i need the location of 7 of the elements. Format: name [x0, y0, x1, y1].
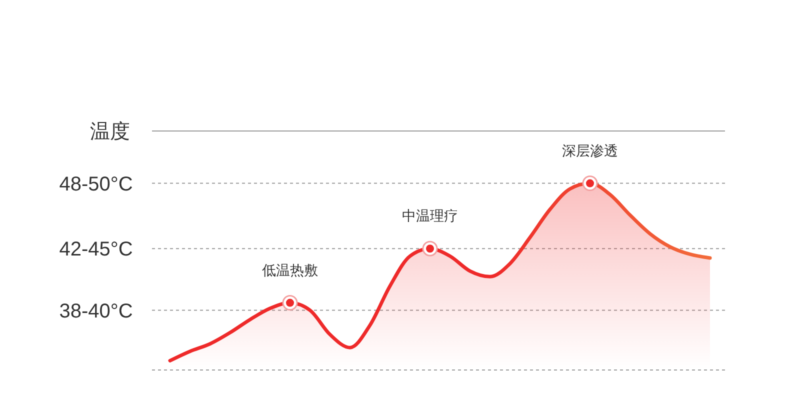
- ref-line-label: 38-40°C: [59, 300, 133, 322]
- y-axis-title: 温度: [90, 121, 130, 143]
- ref-line-label: 42-45°C: [59, 238, 133, 261]
- annotation: 低温热敷: [262, 262, 318, 278]
- ref-line-label: 48-50°C: [59, 173, 133, 196]
- annotation: 中温理疗: [402, 208, 458, 224]
- text: 深层渗透: [562, 142, 618, 158]
